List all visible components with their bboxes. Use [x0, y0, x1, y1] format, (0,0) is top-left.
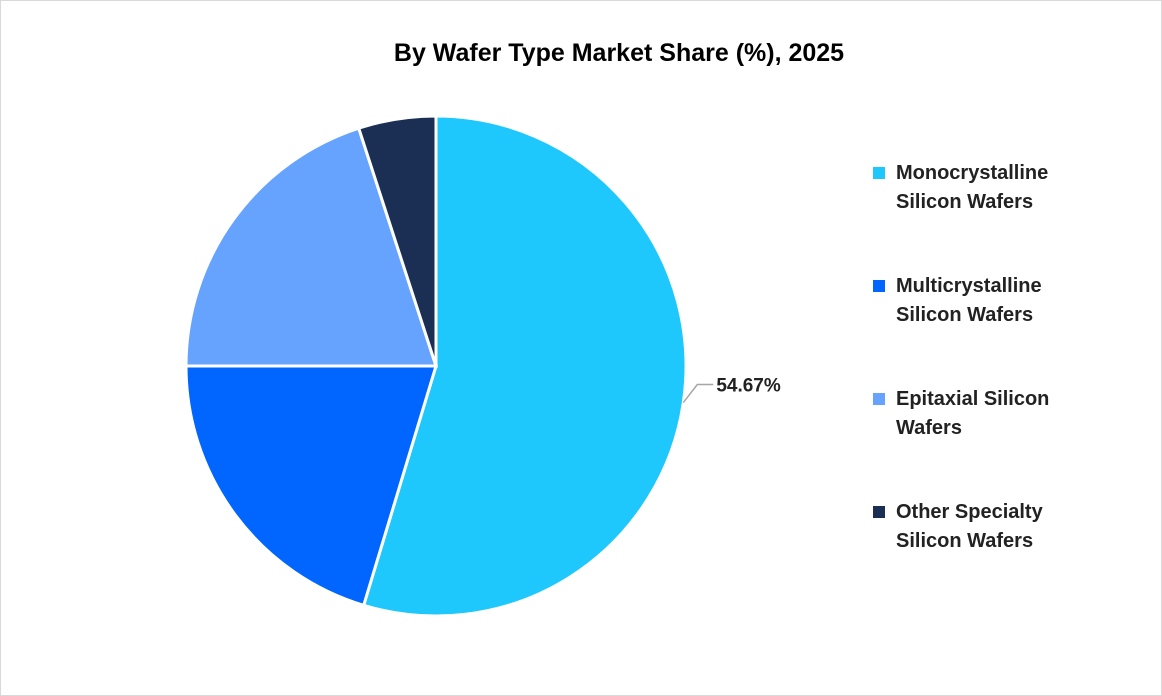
pie-slice-1 — [184, 364, 439, 608]
data-label-leader — [682, 383, 714, 404]
legend-item: Epitaxial Silicon Wafers — [873, 385, 1086, 443]
legend-swatch — [873, 280, 885, 292]
legend-item: Monocrystalline Silicon Wafers — [873, 159, 1086, 217]
legend-swatch — [873, 506, 885, 518]
pie-slice-0 — [361, 114, 688, 618]
pie-slice-3 — [356, 114, 438, 367]
legend-swatch — [873, 167, 885, 179]
legend-swatch — [873, 393, 885, 405]
pie-slice-2 — [184, 126, 439, 368]
legend-label: Multicrystalline Silicon Wafers — [896, 275, 1042, 326]
chart-title: By Wafer Type Market Share (%), 2025 — [393, 39, 845, 67]
legend-item: Other Specialty Silicon Wafers — [873, 498, 1086, 556]
legend-label: Other Specialty Silicon Wafers — [896, 501, 1043, 552]
legend: Monocrystalline Silicon Wafers Multicryst… — [873, 159, 1086, 611]
legend-label: Epitaxial Silicon Wafers — [896, 388, 1050, 439]
legend-item: Multicrystalline Silicon Wafers — [873, 272, 1086, 330]
data-label: 54.67% — [716, 376, 781, 397]
legend-label: Monocrystalline Silicon Wafers — [896, 162, 1049, 213]
